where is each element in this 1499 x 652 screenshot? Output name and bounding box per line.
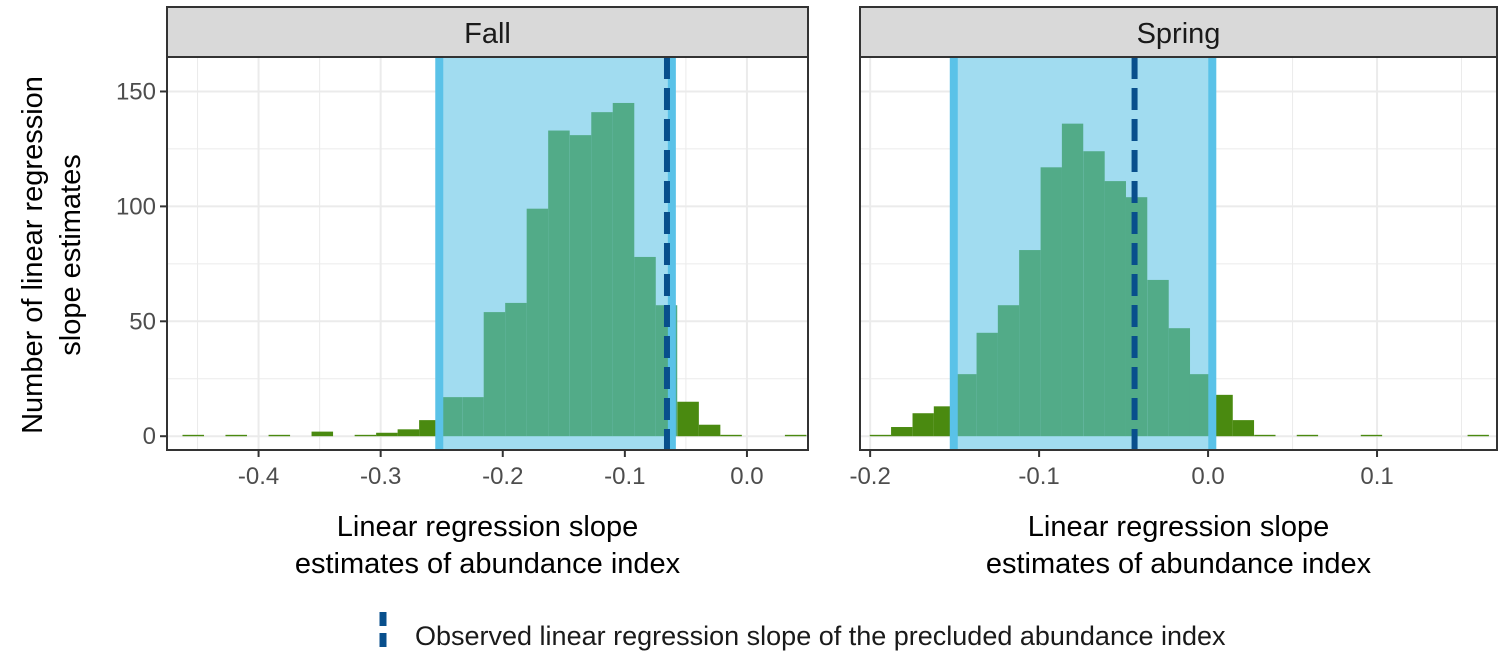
histogram-bar [1296, 434, 1319, 437]
histogram-bar [569, 135, 592, 437]
histogram-bar [1168, 328, 1191, 437]
histogram-bar [505, 302, 527, 437]
chart-panels: Fall -0.4 -0.3 -0.2 -0.1 0.0 Linear regression… [116, 6, 1498, 580]
histogram-bar [997, 305, 1020, 437]
x-axis-title-line-2: estimates of abundance index [295, 548, 681, 580]
histogram-bar [784, 434, 807, 437]
x-tick-label: 0.0 [1191, 463, 1224, 490]
facet-strip-label: Spring [1137, 18, 1221, 50]
histogram-bar [1147, 279, 1169, 437]
x-axis: -0.2 -0.1 0.0 0.1 [849, 450, 1394, 490]
histogram-bar [1189, 374, 1212, 437]
histogram-bar [397, 429, 420, 437]
histogram-bar [1254, 434, 1276, 437]
histogram-bar [1211, 394, 1233, 437]
histogram-bar [1040, 167, 1062, 437]
histogram-bar [182, 434, 205, 437]
y-tick-label: 50 [129, 308, 156, 335]
histogram-bar [1104, 181, 1126, 437]
histogram-bar [1232, 420, 1255, 437]
histogram-bars [182, 102, 807, 437]
histogram-bar [548, 130, 570, 437]
histogram-bar [612, 102, 635, 437]
histogram-bar [354, 434, 377, 437]
x-tick-label: -0.1 [1018, 463, 1059, 490]
histogram-bar [1061, 123, 1084, 437]
y-axis-title-line-1: Number of linear regression [17, 76, 49, 434]
histogram-bar [462, 397, 484, 437]
histogram-bar [1019, 250, 1041, 437]
y-tick-label: 150 [116, 78, 156, 105]
histogram-bar [526, 208, 549, 437]
x-tick-label: -0.1 [604, 463, 645, 490]
histogram-bar [677, 401, 699, 437]
histogram-bar [891, 427, 913, 437]
histogram-bar [376, 432, 398, 437]
y-tick-label: 0 [143, 423, 156, 450]
histogram-bar [976, 332, 998, 437]
histogram-bar [955, 374, 977, 437]
facet-strip [166, 6, 809, 58]
histogram-bars [869, 123, 1489, 437]
x-axis: -0.4 -0.3 -0.2 -0.1 0.0 [238, 450, 764, 490]
chart-legend: Observed linear regression slope of the … [379, 612, 1226, 652]
x-tick-label: -0.2 [849, 463, 890, 490]
histogram-bar [591, 112, 613, 437]
histogram-bar [1360, 434, 1383, 437]
x-axis-title-line-1: Linear regression slope [1028, 511, 1329, 543]
panel-fall: Fall -0.4 -0.3 -0.2 -0.1 0.0 Linear regression… [116, 6, 809, 580]
legend-label: Observed linear regression slope of the … [415, 621, 1226, 651]
histogram-bar [1083, 151, 1105, 437]
histogram-bar [483, 312, 506, 437]
histogram-bar [268, 434, 291, 437]
histogram-bar [720, 434, 742, 437]
x-tick-label: 0.0 [730, 463, 763, 490]
y-tick-label: 100 [116, 193, 156, 220]
x-axis-title-line-2: estimates of abundance index [986, 548, 1372, 580]
histogram-bar [698, 424, 721, 437]
x-tick-label: -0.4 [238, 463, 279, 490]
histogram-bar [1467, 434, 1489, 437]
y-axis-title: Number of linear regression slope estima… [17, 76, 87, 434]
histogram-bar [311, 431, 334, 437]
histogram-bar [912, 413, 934, 437]
panel-spring: Spring -0.2 -0.1 0.0 0.1 Linear regression sl… [849, 6, 1498, 580]
y-axis: 0 50 100 150 [116, 78, 167, 450]
x-tick-label: -0.3 [360, 463, 401, 490]
facet-strip [859, 6, 1498, 58]
histogram-bar [634, 256, 656, 437]
histogram-bar [440, 397, 463, 437]
x-tick-label: 0.1 [1360, 463, 1393, 490]
histogram-bar [869, 434, 892, 437]
histogram-bar [225, 434, 247, 437]
x-axis-title-line-1: Linear regression slope [337, 511, 638, 543]
y-axis-title-line-2: slope estimates [55, 154, 87, 356]
facet-strip-label: Fall [464, 18, 511, 50]
x-tick-label: -0.2 [482, 463, 523, 490]
histogram-bar [419, 420, 441, 437]
